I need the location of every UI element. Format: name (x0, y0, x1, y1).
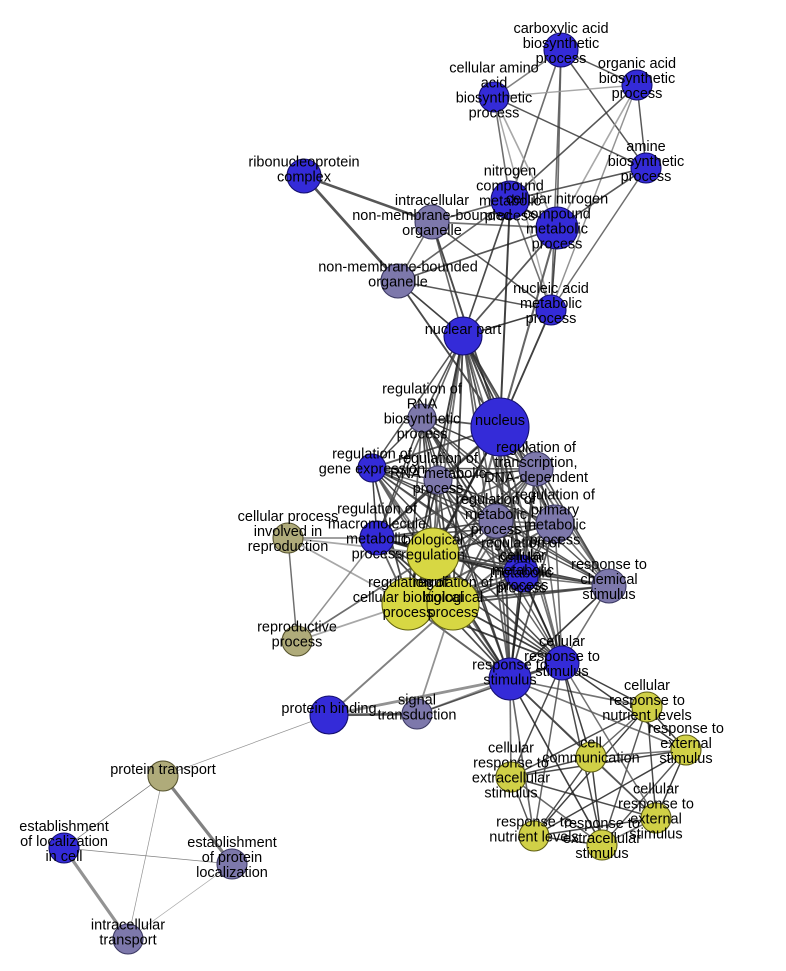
svg-text:protein transport: protein transport (110, 762, 216, 778)
svg-text:nucleus: nucleus (475, 413, 525, 429)
svg-text:nuclear part: nuclear part (425, 322, 502, 338)
svg-text:protein binding: protein binding (281, 701, 376, 717)
